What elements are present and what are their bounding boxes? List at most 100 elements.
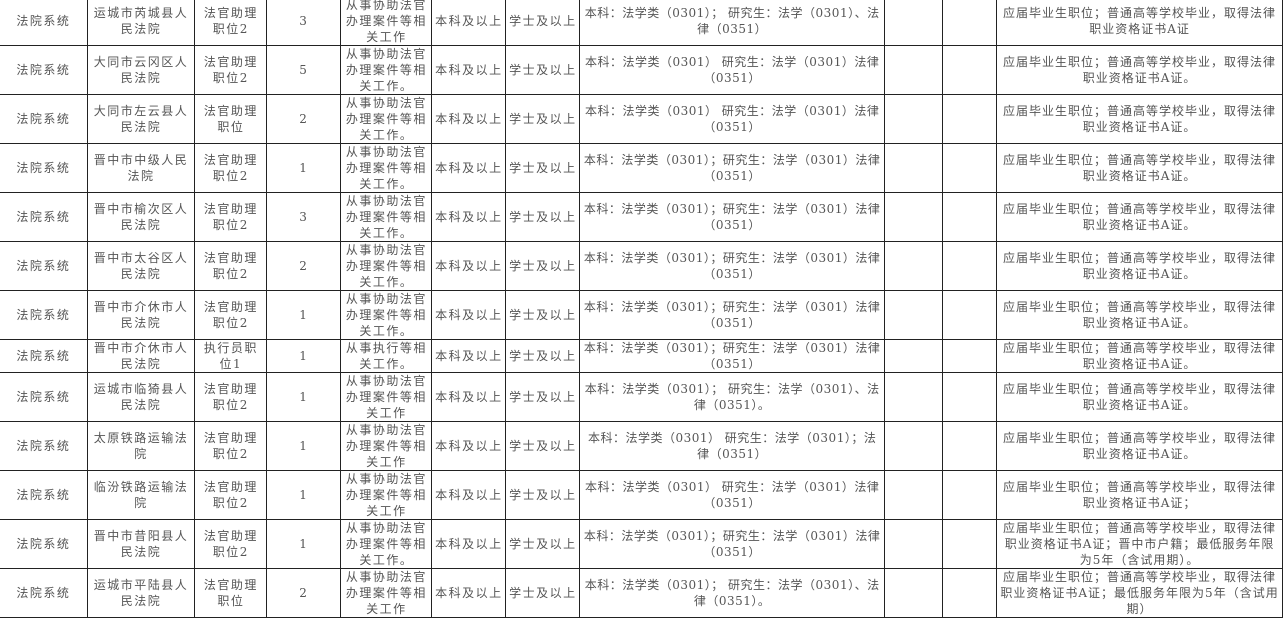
count-cell: 2 [266,241,342,291]
education-cell-text: 本科及以上 [435,537,503,551]
count-cell: 1 [266,470,342,520]
count-cell-text: 5 [299,63,309,77]
table-row: 法院系统 晋中市榆次区人民法院 法官助理职位2 3 从事协助法官办理案件等相关工作。 本科… [0,192,1283,242]
empty-cell [941,519,998,569]
unit-cell: 大同市云冈区人民法院 [86,45,196,95]
count-cell-text: 2 [299,586,309,600]
position-cell-text: 法官助理职位2 [203,55,258,85]
system-cell-text: 法院系统 [16,349,71,363]
major-cell-text: 本科：法学类（0301）；研究生：法学（0301）法律（0351） [583,300,881,330]
degree-cell-text: 学士及以上 [509,488,577,502]
unit-cell: 晋中市介休市人民法院 [86,339,196,373]
duties-cell: 从事协助法官办理案件等相关工作。 [340,45,433,95]
unit-cell-text: 运城市芮城县人民法院 [93,6,189,36]
notes-cell-text: 应届毕业生职位；普通高等学校毕业，取得法律职业资格证书A证。 [1003,55,1277,85]
education-cell: 本科及以上 [431,241,507,291]
duties-cell-text: 从事协助法官办理案件等相关工作。 [345,194,427,240]
notes-cell: 应届毕业生职位；普通高等学校毕业，取得法律职业资格证书A证。 [996,290,1283,340]
position-cell: 法官助理职位2 [194,241,268,291]
duties-cell-text: 从事协助法官办理案件等相关工作。 [345,521,427,567]
major-cell: 本科：法学类（0301）；研究生：法学（0301）法律（0351） [579,241,885,291]
major-cell: 本科：法学类（0301）；研究生：法学（0301）法律（0351） [579,519,885,569]
degree-cell-text: 学士及以上 [509,586,577,600]
count-cell-text: 2 [299,112,309,126]
position-cell-text: 法官助理职位2 [203,300,258,330]
notes-cell: 应届毕业生职位；普通高等学校毕业，取得法律职业资格证书A证。 [996,143,1283,193]
duties-cell: 从事协助法官办理案件等相关工作。 [340,192,433,242]
table-row: 法院系统 太原铁路运输法院 法官助理职位2 1 从事协助法官办理案件等相关工作 本科及以上… [0,421,1283,471]
table-row: 法院系统 运城市临猗县人民法院 法官助理职位2 1 从事协助法官办理案件等相关工作 本科及… [0,372,1283,422]
degree-cell: 学士及以上 [505,339,581,373]
notes-cell: 应届毕业生职位；普通高等学校毕业，取得法律职业资格证书A证。 [996,372,1283,422]
system-cell: 法院系统 [0,0,88,46]
notes-cell-text: 应届毕业生职位；普通高等学校毕业，取得法律职业资格证书A证；晋中市户籍；最低服务… [1003,521,1277,567]
notes-cell-text: 应届毕业生职位；普通高等学校毕业，取得法律职业资格证书A证。 [1003,431,1277,461]
duties-cell: 从事协助法官办理案件等相关工作。 [340,290,433,340]
degree-cell-text: 学士及以上 [509,210,577,224]
major-cell-text: 本科：法学类（0301）；研究生：法学（0301）法律（0351） [583,251,881,281]
degree-cell: 学士及以上 [505,290,581,340]
notes-cell: 应届毕业生职位；普通高等学校毕业，取得法律职业资格证书A证。 [996,241,1283,291]
empty-cell [883,421,943,471]
degree-cell: 学士及以上 [505,470,581,520]
education-cell-text: 本科及以上 [435,210,503,224]
unit-cell-text: 晋中市介休市人民法院 [93,300,189,330]
count-cell-text: 1 [299,537,309,551]
duties-cell-text: 从事协助法官办理案件等相关工作。 [345,47,427,93]
table-row: 法院系统 临汾铁路运输法院 法官助理职位2 1 从事协助法官办理案件等相关工作 本科及以上… [0,470,1283,520]
notes-cell-text: 应届毕业生职位；普通高等学校毕业，取得法律职业资格证书A证。 [1003,300,1277,330]
position-cell-text: 法官助理职位2 [203,431,258,461]
unit-cell-text: 临汾铁路运输法院 [93,480,189,510]
education-cell-text: 本科及以上 [435,112,503,126]
degree-cell: 学士及以上 [505,0,581,46]
system-cell: 法院系统 [0,143,88,193]
empty-cell [941,470,998,520]
unit-cell: 太原铁路运输法院 [86,421,196,471]
degree-cell-text: 学士及以上 [509,259,577,273]
unit-cell: 晋中市太谷区人民法院 [86,241,196,291]
education-cell: 本科及以上 [431,372,507,422]
education-cell: 本科及以上 [431,192,507,242]
education-cell-text: 本科及以上 [435,161,503,175]
count-cell: 1 [266,143,342,193]
degree-cell-text: 学士及以上 [509,439,577,453]
unit-cell: 运城市芮城县人民法院 [86,0,196,46]
notes-cell-text: 应届毕业生职位；普通高等学校毕业，取得法律职业资格证书A证。 [1003,153,1277,183]
degree-cell: 学士及以上 [505,372,581,422]
unit-cell-text: 运城市平陆县人民法院 [93,578,189,608]
major-cell: 本科：法学类（0301）； 研究生：法学（0301）、法律（0351）。 [579,568,885,618]
education-cell: 本科及以上 [431,519,507,569]
unit-cell: 晋中市榆次区人民法院 [86,192,196,242]
major-cell: 本科：法学类（0301）；研究生：法学（0301）法律（0351） [579,290,885,340]
system-cell: 法院系统 [0,339,88,373]
position-cell-text: 法官助理职位2 [203,6,258,36]
major-cell-text: 本科：法学类（0301） 研究生：法学（0301）法律（0351） [584,104,880,134]
major-cell: 本科：法学类（0301）；研究生：法学（0301）法律（0351） [579,143,885,193]
count-cell: 3 [266,192,342,242]
major-cell-text: 本科：法学类（0301）； 研究生：法学（0301）、法律（0351）。 [584,578,880,608]
unit-cell-text: 太原铁路运输法院 [93,431,189,461]
count-cell-text: 1 [299,308,309,322]
count-cell: 3 [266,0,342,46]
empty-cell [941,339,998,373]
major-cell: 本科：法学类（0301）；研究生：法学（0301）法律（0351） [579,192,885,242]
empty-cell [883,143,943,193]
empty-cell [941,0,998,46]
position-cell: 法官助理职位2 [194,372,268,422]
duties-cell-text: 从事执行等相关工作。 [345,341,427,371]
duties-cell: 从事协助法官办理案件等相关工作。 [340,241,433,291]
unit-cell: 晋中市介休市人民法院 [86,290,196,340]
count-cell: 5 [266,45,342,95]
degree-cell: 学士及以上 [505,519,581,569]
empty-cell [941,143,998,193]
education-cell: 本科及以上 [431,0,507,46]
duties-cell-text: 从事协助法官办理案件等相关工作 [345,0,427,44]
education-cell: 本科及以上 [431,290,507,340]
empty-cell [883,45,943,95]
duties-cell-text: 从事协助法官办理案件等相关工作 [345,374,427,420]
degree-cell-text: 学士及以上 [509,537,577,551]
notes-cell: 应届毕业生职位；普通高等学校毕业，取得法律职业资格证书A证 [996,0,1283,46]
empty-cell [883,0,943,46]
system-cell-text: 法院系统 [16,210,71,224]
